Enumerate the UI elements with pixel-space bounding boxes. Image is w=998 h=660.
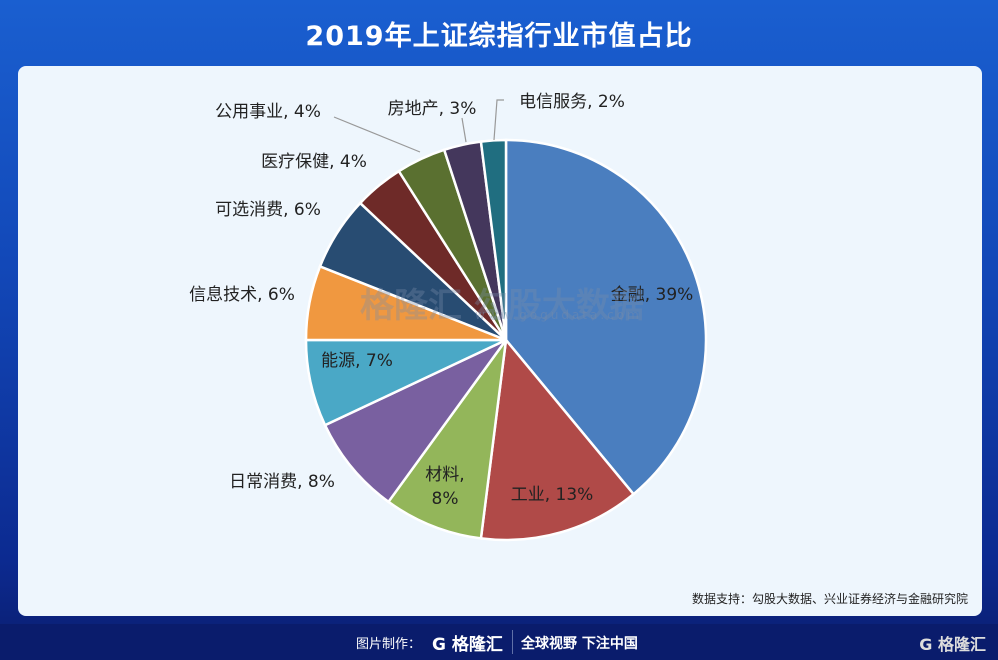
- gelonghui-logo-right: G 格隆汇: [919, 635, 986, 654]
- gelonghui-logo: G 格隆汇: [432, 635, 503, 655]
- slice-label-1: 工业, 13%: [511, 485, 594, 505]
- slice-label-3: 日常消费, 8%: [229, 472, 335, 492]
- slice-label-6: 可选消费, 6%: [215, 200, 321, 220]
- slice-label-7: 医疗保健, 4%: [261, 152, 367, 172]
- slogan: 全球视野 下注中国: [521, 636, 638, 652]
- pie-slice-10: [479, 138, 508, 341]
- leader-line-10: [493, 99, 504, 141]
- pie-slice-1: [479, 336, 636, 542]
- leader-line-8: [333, 116, 421, 153]
- pie-slice-2: [386, 339, 508, 540]
- slice-label-2: 材料, 8%: [425, 465, 464, 509]
- pie-slice-3: [323, 338, 508, 504]
- made-by-label: 图片制作：: [356, 637, 422, 652]
- leader-line-9: [461, 117, 467, 143]
- slice-label-10: 电信服务, 2%: [519, 92, 625, 112]
- watermark: 格隆汇 勾股大数据: [360, 286, 644, 326]
- divider: [512, 630, 513, 654]
- data-source: 数据支持：勾股大数据、兴业证券经济与金融研究院: [691, 592, 968, 606]
- chart-title: 2019年上证综指行业市值占比: [305, 21, 693, 52]
- slice-label-4: 能源, 7%: [321, 351, 393, 371]
- slice-label-8: 公用事业, 4%: [215, 102, 321, 122]
- slice-label-9: 房地产, 3%: [388, 99, 477, 119]
- slice-label-5: 信息技术, 6%: [189, 285, 295, 305]
- pie-slice-0: [504, 138, 708, 496]
- watermark-url: www.gogudata.com: [475, 308, 642, 322]
- slice-label-0: 金融, 39%: [611, 285, 694, 305]
- footer: 图片制作： G 格隆汇 全球视野 下注中国 G 格隆汇: [0, 624, 998, 660]
